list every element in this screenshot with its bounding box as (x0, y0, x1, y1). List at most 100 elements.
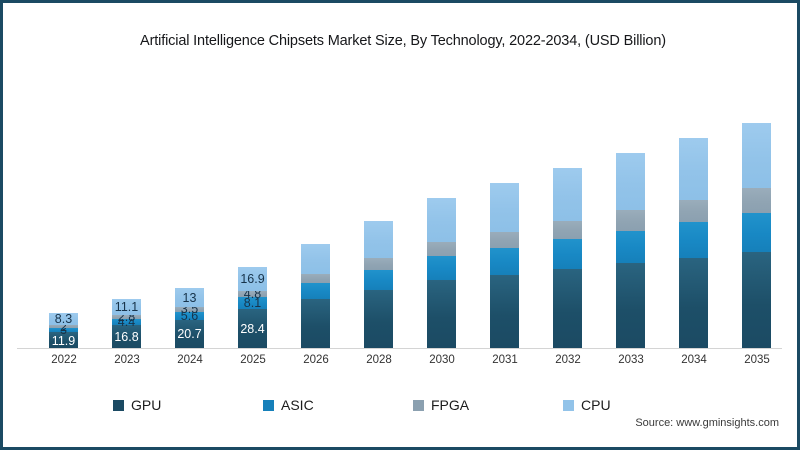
bar-segment-fpga[interactable]: 2 (49, 320, 78, 332)
bar-segment-fpga[interactable] (553, 220, 582, 240)
bar-stack (679, 138, 708, 349)
x-tick-2033: 2033 (618, 354, 644, 366)
bar-segment-cpu[interactable] (553, 167, 582, 221)
bar-value-label: 11.9 (51, 333, 76, 348)
bar-segment-fpga[interactable] (490, 231, 519, 248)
legend-item-fpga[interactable]: FPGA (413, 395, 469, 415)
bar-value-label: 20.7 (177, 327, 202, 342)
bar-stack (364, 220, 393, 349)
bar-segment-cpu[interactable]: 8.3 (49, 311, 78, 326)
bar-stack: 11.9 3 2 8.3 (49, 313, 78, 349)
bar-stack (301, 244, 330, 349)
bar-value-label: 28.4 (240, 321, 265, 336)
bar-segment-fpga[interactable] (364, 258, 393, 270)
legend-label: GPU (131, 397, 162, 413)
legend-item-asic[interactable]: ASIC (263, 395, 314, 415)
bar-segment-asic[interactable] (427, 256, 456, 281)
x-tick-2026: 2026 (303, 354, 329, 366)
source-attribution: Source: www.gminsights.com (635, 417, 779, 429)
bar-segment-asic[interactable] (490, 247, 519, 275)
bar-segment-gpu[interactable] (616, 263, 645, 349)
bar-segment-fpga[interactable] (616, 210, 645, 231)
x-axis-tick-labels: 2022 2023 2024 2025 2026 2028 2030 2031 2032 2033… (25, 354, 781, 372)
legend-item-gpu[interactable]: GPU (113, 395, 161, 415)
x-tick-2034: 2034 (681, 354, 707, 366)
bar-stack (427, 197, 456, 349)
bar-segment-fpga[interactable] (679, 199, 708, 223)
bar-value-label: 16.8 (114, 329, 139, 344)
bar-segment-cpu[interactable] (427, 197, 456, 243)
bar-segment-cpu[interactable] (301, 244, 330, 275)
bar-segment-gpu[interactable] (364, 289, 393, 349)
legend-label: FPGA (431, 397, 470, 413)
x-tick-2032: 2032 (555, 354, 581, 366)
bar-segment-asic[interactable] (301, 283, 330, 299)
x-tick-2022: 2022 (51, 354, 77, 366)
bar-value-label: 3 (60, 322, 67, 337)
bar-segment-fpga[interactable] (742, 188, 771, 214)
bar-segment-fpga[interactable]: 2.8 (112, 311, 141, 323)
bar-segment-gpu[interactable]: 28.4 (238, 308, 267, 349)
bar-value-label: 2 (60, 319, 67, 334)
bar-stack: 16.8 4.4 2.8 11.1 (112, 299, 141, 349)
bar-segment-asic[interactable] (742, 213, 771, 253)
chart-legend: GPU ASIC FPGA CPU (113, 395, 693, 415)
bar-segment-gpu[interactable] (679, 257, 708, 349)
bar-segment-asic[interactable] (364, 269, 393, 290)
bar-segment-cpu[interactable]: 16.9 (238, 266, 267, 291)
x-axis-line (17, 348, 782, 349)
bar-segment-cpu[interactable] (742, 122, 771, 189)
bar-segment-gpu[interactable] (427, 280, 456, 349)
x-tick-2023: 2023 (114, 354, 140, 366)
chart-title: Artificial Intelligence Chipsets Market … (140, 33, 666, 49)
bar-stack (742, 122, 771, 349)
bar-stack: 28.4 8.1 4.8 16.9 (238, 266, 267, 349)
bar-segment-cpu[interactable] (679, 138, 708, 200)
bar-segment-asic[interactable] (616, 230, 645, 264)
x-tick-2028: 2028 (366, 354, 392, 366)
bar-segment-gpu[interactable] (553, 269, 582, 349)
bar-segment-fpga[interactable] (427, 242, 456, 257)
bar-segment-fpga[interactable] (301, 274, 330, 284)
bar-segment-cpu[interactable] (364, 220, 393, 259)
bar-segment-gpu[interactable] (742, 252, 771, 349)
plot-area: 11.9 3 2 8.3 16.8 4.4 2.8 11.1 20.7 5.6 3.5 13 28.4 8… (25, 73, 781, 349)
bar-segment-asic[interactable] (679, 222, 708, 258)
x-tick-2030: 2030 (429, 354, 455, 366)
bar-value-label: 16.9 (240, 271, 265, 286)
bar-segment-fpga[interactable]: 4.8 (238, 286, 267, 301)
bar-segment-gpu[interactable]: 20.7 (175, 319, 204, 349)
bar-value-label: 13 (182, 290, 197, 305)
bar-value-label: 8.3 (54, 311, 73, 326)
bar-segment-cpu[interactable] (616, 153, 645, 211)
bar-segment-asic[interactable] (553, 239, 582, 270)
bar-value-label: 4.8 (243, 286, 262, 301)
legend-swatch-gpu (113, 399, 124, 411)
legend-swatch-cpu (563, 399, 574, 411)
bar-segment-fpga[interactable]: 3.5 (175, 303, 204, 315)
bar-segment-cpu[interactable]: 13 (175, 288, 204, 307)
bar-value-label: 5.6 (180, 308, 199, 323)
bar-stack (490, 182, 519, 349)
bar-segment-gpu[interactable] (490, 274, 519, 349)
bar-segment-gpu[interactable]: 11.9 (49, 332, 78, 349)
bar-segment-gpu[interactable] (301, 298, 330, 349)
x-tick-2025: 2025 (240, 354, 266, 366)
bar-segment-asic[interactable]: 5.6 (175, 308, 204, 323)
bar-value-label: 8.1 (243, 295, 262, 310)
bar-segment-cpu[interactable] (490, 182, 519, 232)
bar-segment-asic[interactable]: 3 (49, 324, 78, 336)
bar-stack: 20.7 5.6 3.5 13 (175, 288, 204, 349)
bar-segment-cpu[interactable]: 11.1 (112, 299, 141, 316)
legend-label: CPU (581, 397, 611, 413)
x-tick-2024: 2024 (177, 354, 203, 366)
legend-swatch-asic (263, 399, 274, 411)
legend-label: ASIC (281, 397, 314, 413)
x-tick-2035: 2035 (744, 354, 770, 366)
bar-stack (616, 153, 645, 349)
bar-segment-gpu[interactable]: 16.8 (112, 325, 141, 349)
x-tick-2031: 2031 (492, 354, 518, 366)
bar-segment-asic[interactable]: 8.1 (238, 295, 267, 310)
legend-item-cpu[interactable]: CPU (563, 395, 611, 415)
